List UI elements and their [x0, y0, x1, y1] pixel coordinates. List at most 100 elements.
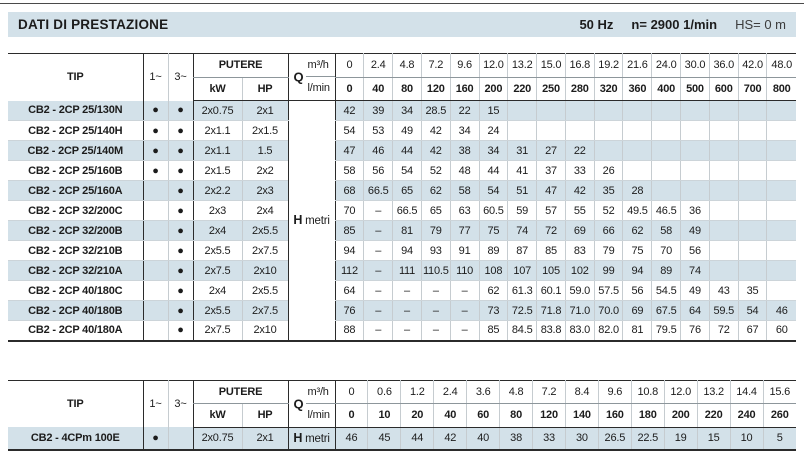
head-value: 34 [478, 140, 508, 161]
model-name: CB2 - 2CP 25/130N [8, 100, 143, 121]
head-value: 49 [680, 220, 710, 241]
head-value: 65 [392, 180, 422, 201]
head-value: 5 [762, 427, 796, 450]
head-value [766, 160, 796, 181]
kw-value: 2x5.5 [192, 300, 242, 321]
model-name: CB2 - 2CP 40/180A [28, 324, 123, 337]
flow-m3h-value: 10.8 [630, 380, 665, 404]
head-value: 89 [478, 240, 508, 261]
kw-value: 2x0.75 [192, 427, 242, 450]
head-value [680, 160, 710, 181]
head-value: – [363, 220, 393, 241]
flow-m3h-value: 0 [334, 380, 368, 404]
kw-value: 2x3 [192, 200, 242, 221]
flow-lmin-value: 360 [622, 77, 652, 101]
flow-m3h-value: 13.2 [696, 380, 731, 404]
phase1-dot-icon [142, 180, 168, 201]
head-value: 47 [334, 140, 364, 161]
model-name: CB2 - 2CP 25/160A [8, 180, 143, 201]
phase1-dot-icon: ● [142, 427, 168, 450]
head-value [766, 100, 796, 121]
head-value: 63 [449, 200, 479, 221]
header-row-flow-lmin: kW HP 0 10 20 40 60 80 120 140 160 180 200 220 240 26… [8, 403, 796, 428]
head-value: 112 [334, 260, 364, 281]
head-value: 66.5 [392, 200, 422, 221]
title-bar: DATI DI PRESTAZIONE 50 Hz n= 2900 1/min … [8, 12, 796, 37]
head-value [651, 180, 681, 201]
head-value: 58 [651, 220, 681, 241]
head-value: 64 [334, 280, 364, 301]
flow-m3h-value: 15.0 [536, 53, 566, 78]
head-value: 74 [680, 260, 710, 281]
head-value [564, 100, 595, 121]
head-value: 30 [564, 427, 599, 450]
head-value: 36 [680, 200, 710, 221]
head-value: 48 [449, 160, 479, 181]
kw-value: 2x1.5 [192, 160, 242, 181]
head-value: 81 [622, 320, 652, 341]
head-value [737, 180, 767, 201]
head-value [680, 140, 710, 161]
col-header-q: Q m³/h l/min [287, 53, 336, 101]
head-value: 66.5 [363, 180, 393, 201]
header-row-flow-lmin: kW HP 0 40 80 120 160 200 220 250 280 320 360 400 50… [8, 77, 796, 101]
flow-lmin-value: 400 [651, 77, 681, 101]
head-value: 57.5 [593, 280, 623, 301]
frequency-label: 50 Hz [579, 17, 614, 32]
head-value: – [363, 300, 393, 321]
speed-label: n= 2900 1/min [631, 17, 718, 32]
head-value: 77 [449, 220, 479, 241]
kw-value: 2x1.1 [192, 140, 242, 161]
phase3-dot-icon: ● [167, 280, 193, 301]
phase1-dot-icon [142, 200, 168, 221]
col-header-tip: TIP [66, 71, 84, 84]
kw-value: 2x0.75 [192, 100, 242, 121]
hp-value: 2x2 [241, 160, 289, 181]
hp-value: 2x5.5 [241, 220, 289, 241]
head-value: 62 [420, 180, 451, 201]
head-value [622, 100, 652, 121]
head-value: 38 [499, 427, 533, 450]
model-name: CB2 - 2CP 40/180C [8, 280, 143, 301]
head-value [708, 100, 739, 121]
head-value: 54 [334, 120, 364, 141]
head-value: 53 [363, 120, 393, 141]
head-value: 45 [367, 427, 401, 450]
head-value: 46 [334, 427, 368, 450]
head-value: 19 [663, 427, 698, 450]
suction-head-label: HS= 0 m [735, 17, 786, 32]
head-value [737, 120, 767, 141]
model-name: CB2 - 2CP 32/210A [8, 260, 143, 281]
head-value: 83.8 [536, 320, 566, 341]
top-divider [0, 3, 804, 4]
flow-lmin-value: 20 [400, 403, 434, 428]
head-value: 35 [593, 180, 623, 201]
head-value [680, 100, 710, 121]
phase1-dot-icon: ● [142, 160, 168, 181]
q-label: Q [293, 69, 304, 85]
head-value: 69 [622, 300, 652, 321]
head-value [708, 120, 739, 141]
flow-m3h-value: 3.6 [466, 380, 500, 404]
head-value: – [392, 320, 422, 341]
head-value: 26 [593, 160, 623, 181]
head-value: 15 [696, 427, 731, 450]
head-value [766, 200, 796, 221]
phase3-dot-icon [167, 427, 193, 450]
head-value: 52 [593, 200, 623, 221]
head-value: – [449, 300, 479, 321]
head-value: 33 [564, 160, 595, 181]
head-value [766, 120, 796, 141]
head-value: 26.5 [597, 427, 632, 450]
head-value: 22 [449, 100, 479, 121]
head-value: 82.0 [593, 320, 623, 341]
hp-value: 2x1.5 [241, 120, 289, 141]
head-value [651, 160, 681, 181]
table-row: CB2 - 2CP 25/160A ● 2x2.2 2x3 68 66.5 65 62 58 54… [8, 180, 796, 201]
head-value: 59 [507, 200, 537, 221]
head-value: 79 [593, 240, 623, 261]
col-header-q: Q m³/h l/min [287, 380, 336, 428]
kw-value: 2x7.5 [192, 260, 242, 281]
head-value: 89 [651, 260, 681, 281]
head-value: 83 [564, 240, 595, 261]
